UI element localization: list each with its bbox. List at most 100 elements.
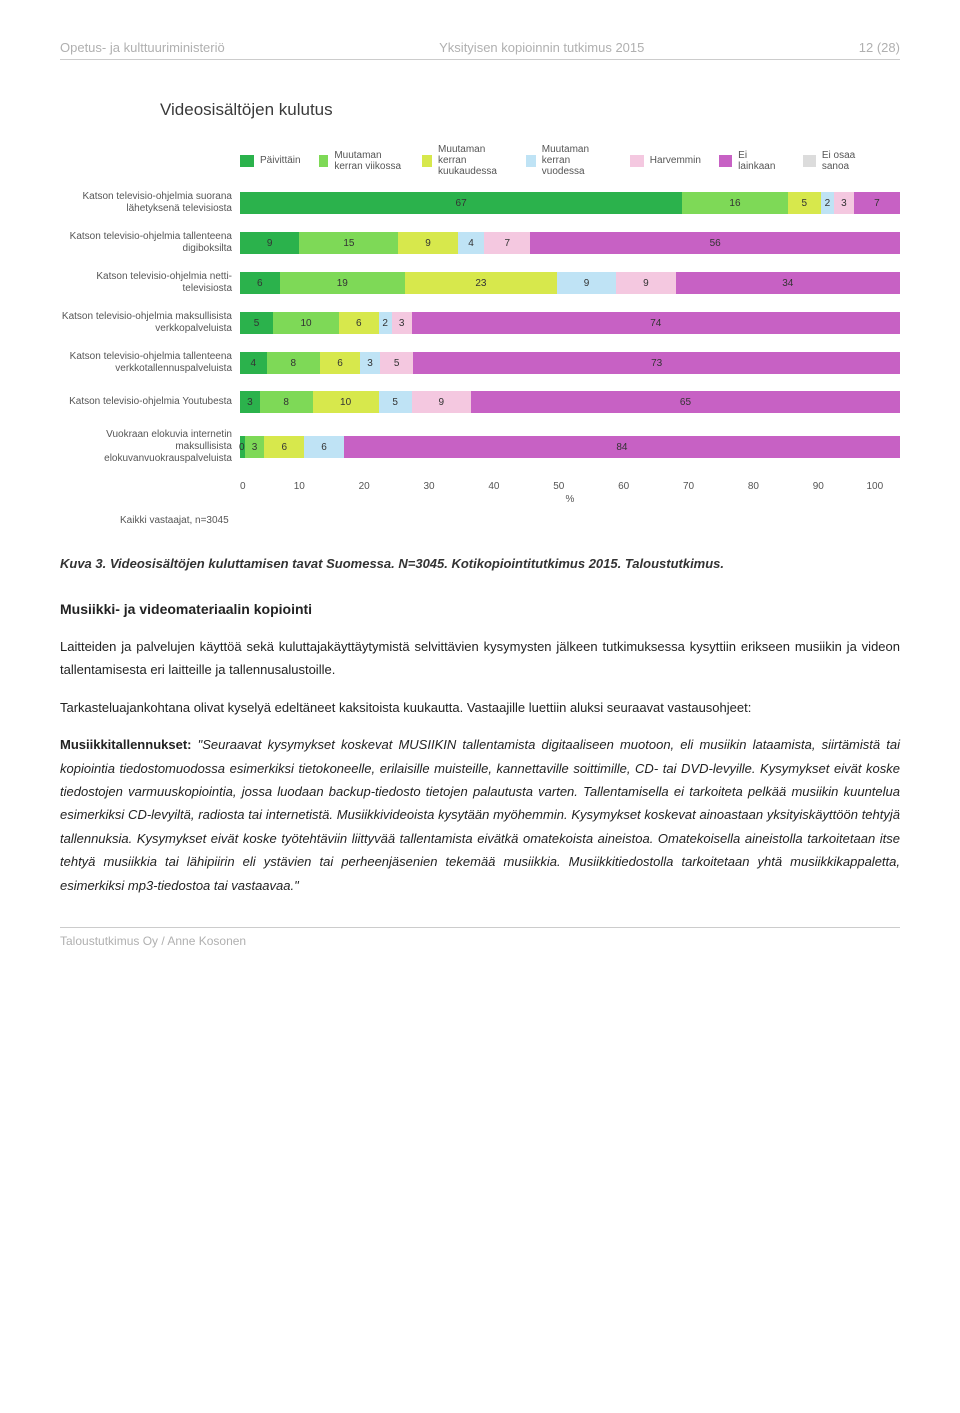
chart-legend: Päivittäin Muutaman kerran viikossa Muutam…	[240, 144, 900, 177]
bar-segment: 9	[240, 232, 299, 254]
bar-track: 67165237	[240, 192, 900, 214]
bar-segment: 9	[412, 391, 471, 413]
bar-segment: 5	[788, 192, 821, 214]
legend-swatch	[240, 155, 254, 167]
legend-label: Päivittäin	[260, 155, 301, 166]
bar-track: 036684	[240, 436, 900, 458]
stacked-bar-chart: Päivittäin Muutaman kerran viikossa Muutam…	[60, 144, 900, 526]
body-paragraph-3: Musiikkitallennukset: "Seuraavat kysymyk…	[60, 733, 900, 897]
legend-label: Ei lainkaan	[738, 150, 784, 172]
legend-item: Muutaman kerran kuukaudessa	[422, 144, 508, 177]
bar-segment: 5	[380, 352, 413, 374]
row-label: Katson televisio-ohjelmia tallenteena di…	[60, 231, 240, 255]
axis-tick: 60	[618, 481, 629, 492]
bar-segment: 6	[240, 272, 280, 294]
bar-segment: 0	[240, 436, 245, 458]
row-label: Vuokraan elokuvia internetin maksullisis…	[60, 429, 240, 465]
legend-label: Harvemmin	[650, 155, 701, 166]
bar-segment: 65	[471, 391, 900, 413]
row-label: Katson televisio-ohjelmia maksullisista …	[60, 311, 240, 335]
bar-segment: 6	[339, 312, 379, 334]
bar-segment: 56	[530, 232, 900, 254]
legend-item: Ei osaa sanoa	[803, 150, 882, 172]
axis-tick: 10	[294, 481, 305, 492]
bar-segment: 8	[267, 352, 320, 374]
axis-tick: 100	[867, 481, 884, 492]
chart-row: Katson televisio-ohjelmia suorana lähety…	[60, 191, 900, 215]
bar-segment: 6	[264, 436, 304, 458]
legend-item: Harvemmin	[630, 155, 701, 167]
chart-sample-label: Kaikki vastaajat, n=3045	[120, 515, 900, 526]
bar-segment: 4	[458, 232, 484, 254]
axis-tick: 80	[748, 481, 759, 492]
legend-item: Muutaman kerran vuodessa	[526, 144, 612, 177]
bar-track: 38105965	[240, 391, 900, 413]
bar-segment: 3	[834, 192, 854, 214]
page-header: Opetus- ja kulttuuriministeriö Yksityise…	[60, 40, 900, 55]
bar-segment: 8	[260, 391, 313, 413]
bar-segment: 7	[854, 192, 900, 214]
axis-tick: 0	[240, 481, 246, 492]
axis-tick: 90	[813, 481, 824, 492]
footer-text: Taloustutkimus Oy / Anne Kosonen	[60, 934, 900, 948]
legend-item: Ei lainkaan	[719, 150, 785, 172]
bar-track: 51062374	[240, 312, 900, 334]
bar-segment: 19	[280, 272, 405, 294]
legend-label: Ei osaa sanoa	[822, 150, 882, 172]
bar-segment: 6	[320, 352, 360, 374]
chart-row: Katson televisio-ohjelmia Youtubesta3810…	[60, 391, 900, 413]
bar-segment: 9	[557, 272, 616, 294]
header-divider	[60, 59, 900, 60]
bar-segment: 4	[240, 352, 267, 374]
x-axis-label: %	[240, 494, 900, 505]
chart-row: Katson televisio-ohjelmia tallenteena ve…	[60, 351, 900, 375]
bar-segment: 3	[392, 312, 412, 334]
figure-caption: Kuva 3. Videosisältöjen kuluttamisen tav…	[60, 556, 900, 571]
bar-segment: 34	[676, 272, 900, 294]
header-center: Yksityisen kopioinnin tutkimus 2015	[439, 40, 644, 55]
row-label: Katson televisio-ohjelmia netti-televisi…	[60, 271, 240, 295]
legend-label: Muutaman kerran kuukaudessa	[438, 144, 508, 177]
axis-tick: 30	[424, 481, 435, 492]
axis-tick: 70	[683, 481, 694, 492]
bar-segment: 10	[273, 312, 339, 334]
bar-segment: 7	[484, 232, 530, 254]
bar-segment: 2	[821, 192, 834, 214]
bar-segment: 3	[245, 436, 265, 458]
bar-segment: 10	[313, 391, 379, 413]
bar-segment: 84	[344, 436, 900, 458]
body-paragraph-1: Laitteiden ja palvelujen käyttöä sekä ku…	[60, 635, 900, 682]
chart-title: Videosisältöjen kulutus	[160, 100, 900, 120]
bar-track: 4863573	[240, 352, 900, 374]
bar-segment: 3	[360, 352, 380, 374]
legend-item: Päivittäin	[240, 155, 301, 167]
footer-divider	[60, 927, 900, 928]
bar-segment: 6	[304, 436, 344, 458]
header-right: 12 (28)	[859, 40, 900, 55]
axis-tick: 50	[553, 481, 564, 492]
p3-lead: Musiikkitallennukset:	[60, 737, 191, 752]
bar-segment: 5	[240, 312, 273, 334]
axis-tick: 40	[488, 481, 499, 492]
body-paragraph-2: Tarkasteluajankohtana olivat kyselyä ede…	[60, 696, 900, 719]
bar-segment: 5	[379, 391, 412, 413]
header-left: Opetus- ja kulttuuriministeriö	[60, 40, 225, 55]
bar-segment: 16	[682, 192, 788, 214]
legend-item: Muutaman kerran viikossa	[319, 150, 405, 172]
p3-quote: "Seuraavat kysymykset koskevat MUSIIKIN …	[60, 737, 900, 892]
chart-row: Katson televisio-ohjelmia tallenteena di…	[60, 231, 900, 255]
bar-segment: 2	[379, 312, 392, 334]
legend-swatch	[526, 155, 536, 167]
chart-row: Katson televisio-ohjelmia maksullisista …	[60, 311, 900, 335]
section-heading: Musiikki- ja videomateriaalin kopiointi	[60, 601, 900, 617]
bar-segment: 9	[616, 272, 675, 294]
row-label: Katson televisio-ohjelmia Youtubesta	[60, 396, 240, 408]
bar-segment: 15	[299, 232, 398, 254]
bar-track: 91594756	[240, 232, 900, 254]
x-axis: 0102030405060708090100	[60, 481, 900, 492]
bar-segment: 67	[240, 192, 682, 214]
row-label: Katson televisio-ohjelmia suorana lähety…	[60, 191, 240, 215]
legend-label: Muutaman kerran viikossa	[334, 150, 404, 172]
legend-swatch	[719, 155, 732, 167]
bar-segment: 3	[240, 391, 260, 413]
